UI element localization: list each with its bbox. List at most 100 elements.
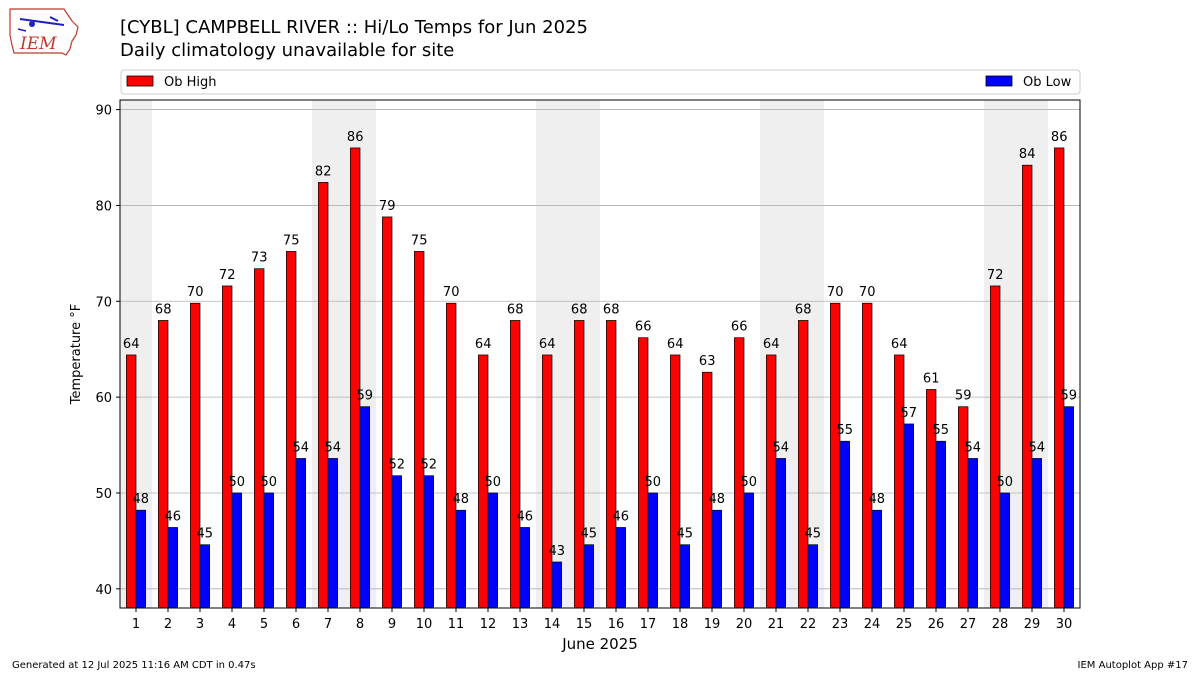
iem-logo: IEM xyxy=(9,8,79,56)
low-label-27: 54 xyxy=(965,440,982,455)
y-tick-label-40: 40 xyxy=(95,583,112,598)
high-label-17: 66 xyxy=(635,320,652,335)
plot-frame xyxy=(119,99,1081,609)
gridlines xyxy=(120,109,1080,590)
high-label-18: 64 xyxy=(667,337,684,352)
generated-note: Generated at 12 Jul 2025 11:16 AM CDT in… xyxy=(12,660,256,671)
high-bar-18 xyxy=(670,354,681,609)
low-bar-16 xyxy=(615,527,626,609)
low-label-22: 45 xyxy=(805,527,822,542)
y-axis-label: Temperature °F xyxy=(69,304,84,405)
high-bar-6 xyxy=(286,251,297,609)
low-bar-14 xyxy=(551,561,562,609)
app-note: IEM Autoplot App #17 xyxy=(1077,660,1188,671)
high-label-24: 70 xyxy=(859,285,876,300)
bar-labels: 64 48 68 46 70 45 72 50 73 50 75 54 82 54 86 59 79 52 75 52… xyxy=(123,130,1077,559)
low-label-29: 54 xyxy=(1029,440,1046,455)
high-bar-14 xyxy=(542,354,553,609)
x-tick-label-20: 20 xyxy=(736,617,753,632)
x-tick-label-27: 27 xyxy=(960,617,977,632)
high-label-21: 64 xyxy=(763,337,780,352)
low-label-23: 55 xyxy=(837,423,854,438)
low-bar-1 xyxy=(135,509,146,609)
x-tick-label-3: 3 xyxy=(196,617,204,632)
high-label-25: 64 xyxy=(891,337,908,352)
low-label-11: 48 xyxy=(453,492,470,507)
high-label-20: 66 xyxy=(731,320,748,335)
low-bar-26 xyxy=(935,440,946,609)
low-bar-18 xyxy=(679,544,690,609)
x-tick-label-26: 26 xyxy=(928,617,945,632)
high-label-29: 84 xyxy=(1019,147,1036,162)
x-tick-label-19: 19 xyxy=(704,617,721,632)
low-bar-6 xyxy=(295,458,306,609)
low-label-12: 50 xyxy=(485,475,502,490)
high-bar-29 xyxy=(1022,164,1033,609)
high-label-1: 64 xyxy=(123,337,140,352)
high-bar-17 xyxy=(638,337,649,609)
low-bar-13 xyxy=(519,527,530,609)
high-bar-10 xyxy=(414,251,425,609)
low-label-8: 59 xyxy=(357,389,374,404)
low-bar-17 xyxy=(647,492,658,609)
high-label-5: 73 xyxy=(251,251,268,266)
low-bar-10 xyxy=(423,475,434,609)
y-tick-label-90: 90 xyxy=(95,104,112,119)
x-tick-label-7: 7 xyxy=(324,617,332,632)
high-bar-25 xyxy=(894,354,905,609)
high-bar-1 xyxy=(126,354,137,609)
low-label-3: 45 xyxy=(197,527,214,542)
high-label-4: 72 xyxy=(219,268,236,283)
y-tick-label-80: 80 xyxy=(95,199,112,214)
y-axis-ticks: 40 50 60 70 80 90 xyxy=(95,104,120,598)
high-bar-9 xyxy=(382,216,393,609)
high-bar-22 xyxy=(798,320,809,609)
low-bar-28 xyxy=(999,492,1010,609)
high-bar-5 xyxy=(254,268,265,609)
high-label-10: 75 xyxy=(411,233,428,248)
legend-frame xyxy=(120,69,1081,95)
x-tick-label-21: 21 xyxy=(768,617,785,632)
low-label-13: 46 xyxy=(517,509,534,524)
high-label-3: 70 xyxy=(187,285,204,300)
x-tick-label-2: 2 xyxy=(164,617,172,632)
low-label-7: 54 xyxy=(325,440,342,455)
x-tick-label-28: 28 xyxy=(992,617,1009,632)
low-label-10: 52 xyxy=(421,458,438,473)
x-tick-label-9: 9 xyxy=(388,617,396,632)
low-bar-12 xyxy=(487,492,498,609)
low-bar-9 xyxy=(391,475,402,609)
low-label-14: 43 xyxy=(549,544,566,559)
x-axis-label: June 2025 xyxy=(561,635,638,653)
high-bar-23 xyxy=(830,302,841,609)
logo-text: IEM xyxy=(19,34,57,54)
x-tick-label-13: 13 xyxy=(512,617,529,632)
x-tick-label-25: 25 xyxy=(896,617,913,632)
low-label-28: 50 xyxy=(997,475,1014,490)
chart-title: [CYBL] CAMPBELL RIVER :: Hi/Lo Temps for… xyxy=(120,17,588,38)
high-label-14: 64 xyxy=(539,337,556,352)
low-bar-27 xyxy=(967,458,978,609)
low-bar-2 xyxy=(167,527,178,609)
high-label-30: 86 xyxy=(1051,130,1068,145)
legend-swatch-high xyxy=(126,75,154,87)
low-bar-30 xyxy=(1063,406,1074,609)
high-bar-27 xyxy=(958,406,969,609)
low-label-4: 50 xyxy=(229,475,246,490)
high-bar-4 xyxy=(222,285,233,609)
low-label-25: 57 xyxy=(901,406,918,421)
low-label-6: 54 xyxy=(293,440,310,455)
x-tick-label-15: 15 xyxy=(576,617,593,632)
high-label-8: 86 xyxy=(347,130,364,145)
x-tick-label-1: 1 xyxy=(132,617,140,632)
low-bar-8 xyxy=(359,406,370,609)
high-bar-8 xyxy=(350,147,361,609)
high-label-19: 63 xyxy=(699,354,716,369)
x-tick-label-5: 5 xyxy=(260,617,268,632)
high-label-22: 68 xyxy=(795,302,812,317)
low-bar-19 xyxy=(711,509,722,609)
low-bar-3 xyxy=(199,544,210,609)
high-label-28: 72 xyxy=(987,268,1004,283)
low-label-30: 59 xyxy=(1061,389,1078,404)
low-bar-11 xyxy=(455,509,466,609)
